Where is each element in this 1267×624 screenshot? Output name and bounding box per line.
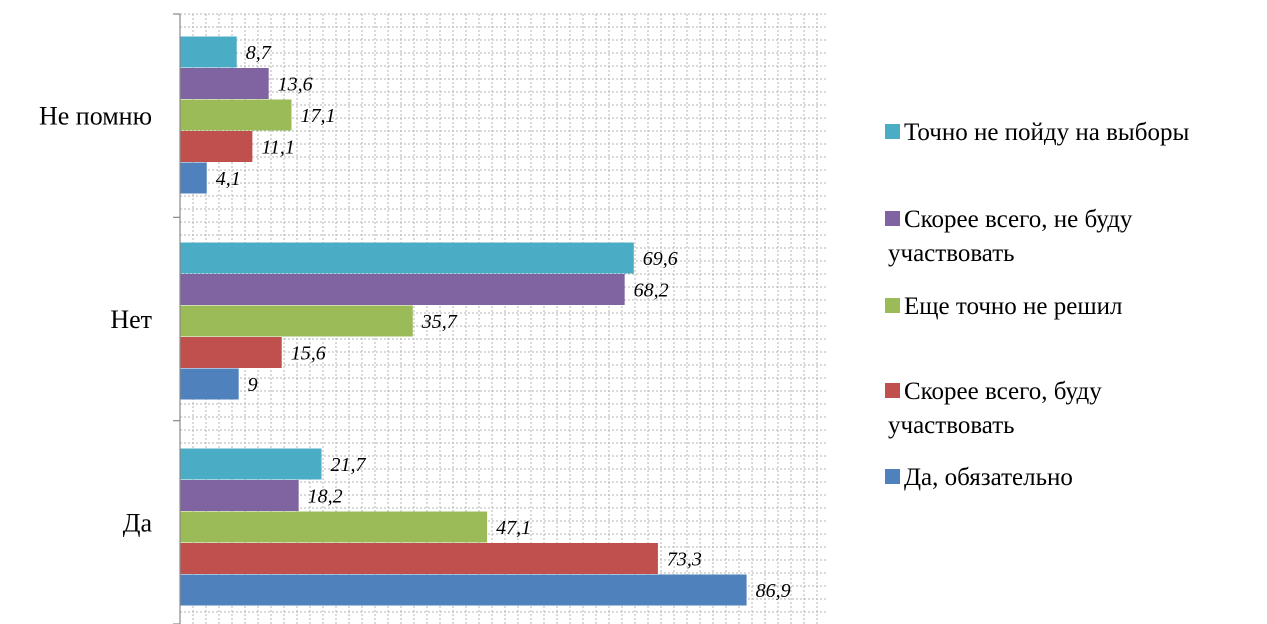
data-label: 86,9 [756, 580, 791, 602]
data-label: 11,1 [261, 137, 295, 159]
data-label: 47,1 [496, 517, 531, 539]
bar [180, 543, 658, 574]
bars [180, 36, 747, 606]
category-label: Да [123, 508, 153, 537]
bar [180, 131, 253, 162]
bar [180, 337, 282, 368]
data-label: 21,7 [330, 454, 366, 476]
legend-label: Скорее всего, буду участвовать [888, 378, 1102, 439]
bar [180, 305, 413, 337]
data-label: 4,1 [216, 168, 241, 190]
legend-label: Да, обязательно [904, 464, 1073, 491]
legend-swatch [885, 124, 900, 139]
legend-label: Скорее всего, не буду участвовать [888, 206, 1133, 267]
bar [180, 480, 299, 511]
bar [180, 68, 269, 99]
bar [180, 368, 239, 400]
bar [180, 99, 292, 131]
data-label: 73,3 [667, 549, 702, 571]
legend-swatch [885, 298, 900, 313]
legend-label: Еще точно не решил [904, 293, 1122, 320]
bar [180, 574, 747, 606]
legend-swatch [885, 211, 900, 226]
category-labels: Не помню Нет Да [39, 102, 152, 538]
bar [180, 36, 237, 68]
data-label: 69,6 [643, 248, 678, 270]
bar [180, 162, 207, 194]
bar [180, 274, 625, 305]
legend-swatch [885, 469, 900, 484]
category-label: Нет [110, 305, 152, 334]
data-label: 17,1 [300, 105, 335, 127]
data-label: 35,7 [421, 311, 458, 333]
data-label: 68,2 [634, 280, 669, 302]
bar [180, 242, 634, 274]
legend: Точно не пойду на выборы Скорее всего, не… [885, 119, 1189, 491]
data-label: 9 [248, 374, 258, 396]
bar [180, 511, 488, 543]
data-label: 15,6 [291, 343, 326, 365]
axis [173, 13, 181, 624]
legend-swatch [885, 383, 900, 398]
data-label: 13,6 [278, 74, 313, 96]
category-label: Не помню [39, 102, 152, 131]
bar [180, 448, 322, 480]
data-label: 18,2 [308, 486, 343, 508]
legend-label: Точно не пойду на выборы [904, 119, 1189, 146]
data-label: 8,7 [246, 42, 272, 64]
data-labels: 8,7 13,6 17,111,1 4,1 69,6 68,2 35,7 15,6 9 21,7 1… [216, 42, 791, 602]
